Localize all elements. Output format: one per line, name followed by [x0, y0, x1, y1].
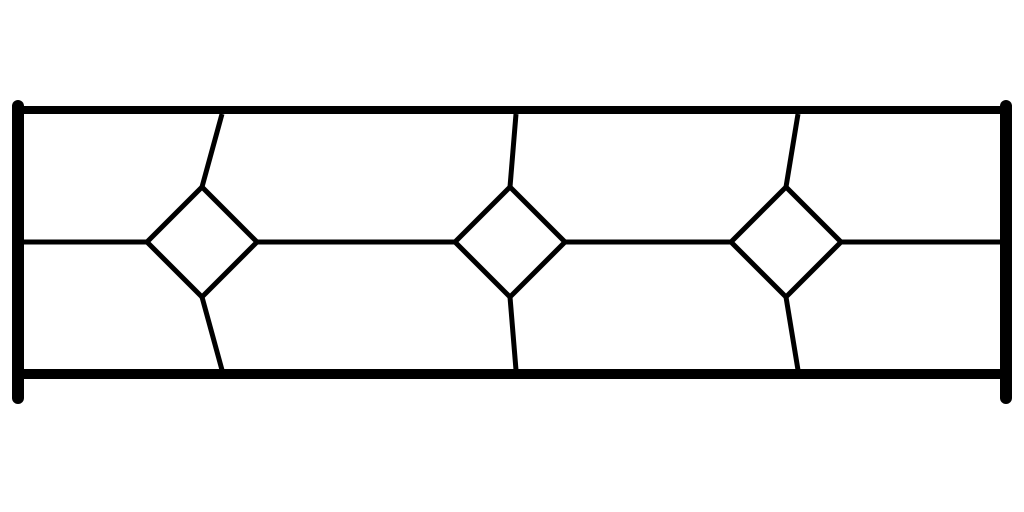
canvas-background — [0, 0, 1024, 512]
railing-diagram — [0, 0, 1024, 512]
